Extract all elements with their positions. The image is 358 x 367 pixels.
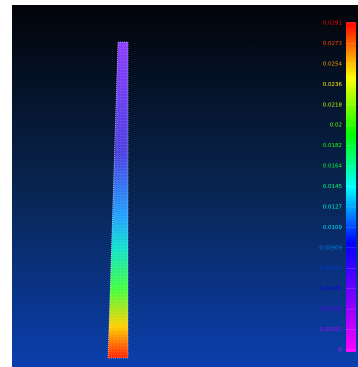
legend-label: 0.0218: [323, 102, 343, 108]
legend-label: 0.0127: [323, 204, 343, 210]
viewport: [12, 5, 358, 367]
legend-label: 0.0273: [323, 41, 343, 47]
legend-label: 0.00727: [319, 266, 342, 272]
legend-label: 0.0164: [323, 164, 343, 170]
legend-label: 0.02: [330, 123, 342, 129]
legend-label: 0.0145: [323, 184, 343, 190]
color-bar: [346, 22, 356, 352]
legend-label: 0.0182: [323, 143, 342, 149]
legend-label: 0.00545: [319, 286, 342, 292]
legend-label: 0.00364: [319, 307, 342, 313]
legend-label: 0.0254: [323, 61, 343, 67]
legend-label: 0.00909: [319, 245, 342, 251]
legend-label: 0.0291: [323, 21, 342, 27]
legend-label: 0.00182: [319, 327, 342, 333]
legend-label: 0.0236: [323, 82, 343, 88]
legend-label: 0: [339, 348, 343, 354]
legend-label: 0.0109: [323, 225, 343, 231]
viewer: 0.0291 0.0273 0.0254 0.0236 0.0218 0.02 0.0182…: [0, 0, 358, 367]
